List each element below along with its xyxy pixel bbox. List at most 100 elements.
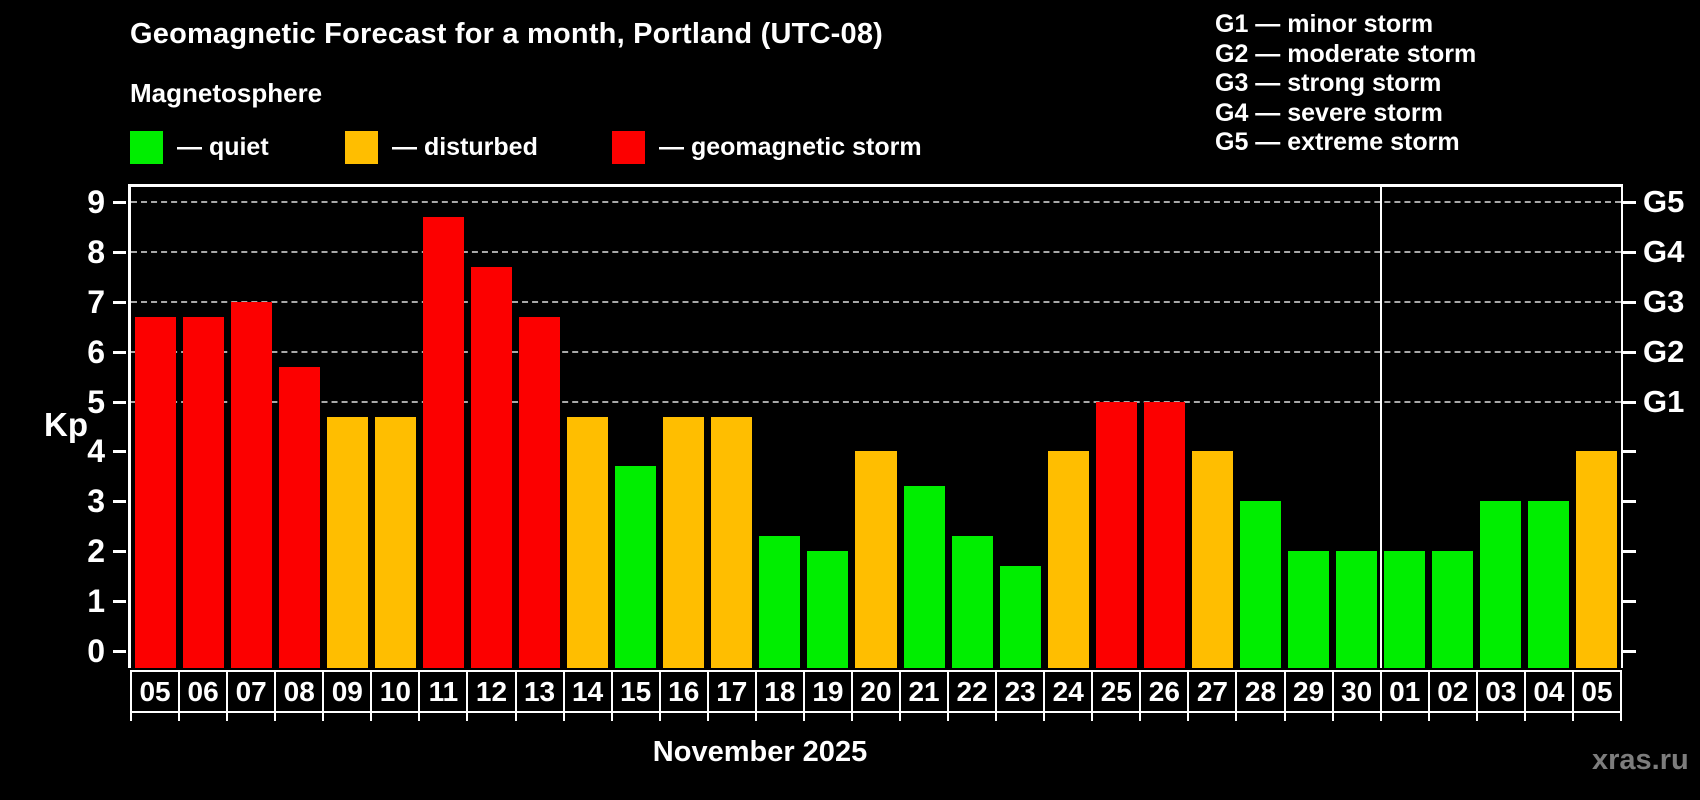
bar-day-30 [1336,551,1378,668]
x-boundary-tick-27 [1427,713,1430,721]
day-label-06-nov: 06 [178,670,229,713]
gridline-kp-9 [131,201,1621,203]
day-label-row: 05 06 07 08 09 10 11 12 13 14 15 16 17 18 19 20 21 22 23 24… [130,670,1622,721]
day-label-26-nov: 26 [1139,670,1190,713]
bar-day-23 [999,566,1041,668]
x-boundary-tick-20 [1091,713,1094,721]
y-tick-label-5: 5 [87,383,105,420]
bar-day-20 [855,451,897,668]
right-tick-kp-0 [1623,650,1636,653]
bar-day-16 [663,416,705,668]
left-tick-kp-6 [113,350,126,354]
page-title: Geomagnetic Forecast for a month, Portla… [130,18,884,50]
x-boundary-tick-16 [899,713,902,721]
bar-day-07 [230,301,272,668]
day-label-21-nov: 21 [899,670,950,713]
right-axis-label-G3: G3 [1643,283,1685,319]
day-label-02-dec: 02 [1427,670,1478,713]
bar-day-03 [1480,501,1522,668]
day-label-15-nov: 15 [610,670,661,713]
x-boundary-tick-13 [754,713,757,721]
x-boundary-tick-10 [610,713,613,721]
g5-legend-line: G5 — extreme storm [1215,128,1460,156]
day-label-27-nov: 27 [1187,670,1238,713]
bar-day-18 [759,536,801,668]
left-tick-kp-3 [113,500,126,504]
right-axis-label-G2: G2 [1643,333,1685,369]
right-axis-label-G4: G4 [1643,233,1685,269]
day-label-10-nov: 10 [370,670,421,713]
left-tick-kp-0 [113,650,126,653]
bar-day-05 [134,316,176,668]
x-boundary-tick-29 [1523,713,1526,721]
x-boundary-tick-0 [130,713,132,721]
x-boundary-tick-26 [1379,713,1382,721]
day-label-07-nov: 07 [226,670,277,713]
month-boundary-line [1379,187,1382,668]
bar-day-10 [374,416,416,668]
day-label-22-nov: 22 [947,670,998,713]
x-boundary-tick-8 [514,713,517,721]
bar-day-17 [711,416,753,668]
right-tick-kp-3 [1623,500,1636,504]
x-boundary-tick-28 [1475,713,1478,721]
disturbed-color-swatch [345,130,378,164]
g2-legend-line: G2 — moderate storm [1215,39,1477,68]
g1-legend-line: G1 — minor storm [1215,10,1434,38]
bar-day-12 [470,266,512,668]
bar-day-08 [278,366,320,668]
left-tick-kp-1 [113,600,126,604]
day-label-05-dec: 05 [1571,670,1622,713]
month-axis-label: November 2025 [652,736,868,768]
bar-day-19 [807,551,849,668]
right-tick-kp-4 [1623,450,1636,454]
right-axis-label-G1: G1 [1643,383,1685,419]
watermark-xras: xras.ru [1592,744,1689,776]
day-label-04-dec: 04 [1523,670,1574,713]
day-label-25-nov: 25 [1091,670,1142,713]
y-tick-label-0: 0 [87,633,105,669]
legend-item-disturbed: — disturbed [345,128,538,166]
left-tick-kp-9 [113,201,126,204]
y-tick-label-3: 3 [87,483,105,520]
bar-day-04 [1528,501,1570,668]
bar-day-01 [1384,551,1426,668]
day-label-23-nov: 23 [995,670,1046,713]
bar-day-14 [567,416,609,668]
day-label-05-nov: 05 [130,670,181,713]
y-tick-label-8: 8 [87,233,105,270]
x-boundary-tick-7 [466,713,469,721]
day-label-09-nov: 09 [322,670,373,713]
legend-item-storm: — geomagnetic storm [612,128,922,166]
bar-day-22 [951,536,993,668]
x-boundary-tick-11 [658,713,661,721]
x-boundary-tick-2 [226,713,229,721]
right-tick-kp-6 [1623,350,1636,354]
day-label-11-nov: 11 [418,670,469,713]
day-label-12-nov: 12 [466,670,517,713]
bar-day-29 [1288,551,1330,668]
bar-day-21 [903,486,945,668]
right-tick-kp-7 [1623,300,1636,304]
left-tick-kp-7 [113,300,126,304]
kp-bar-chart-plot-area: 0 1 2 3 4 5 G1 6 G2 7 G3 8 G4 9 G5 [87,184,1684,669]
storm-color-swatch [612,130,645,164]
gridline-kp-8 [131,250,1621,253]
left-tick-kp-2 [113,550,126,554]
x-boundary-tick-18 [995,713,998,721]
left-tick-kp-4 [113,450,126,454]
day-label-17-nov: 17 [706,670,757,713]
left-tick-kp-5 [113,400,126,404]
legend-item-quiet: — quiet [130,128,269,166]
bar-day-27 [1191,451,1233,668]
g4-legend-line: G4 — severe storm [1215,98,1443,127]
x-boundary-tick-15 [850,713,853,721]
y-tick-label-7: 7 [87,283,105,320]
x-boundary-tick-17 [947,713,950,721]
day-label-01-dec: 01 [1379,670,1430,713]
legend-label-quiet: — quiet [177,132,269,161]
day-label-18-nov: 18 [754,670,805,713]
legend-label-disturbed: — disturbed [392,132,538,161]
right-tick-kp-2 [1623,550,1636,554]
day-label-08-nov: 08 [274,670,325,713]
